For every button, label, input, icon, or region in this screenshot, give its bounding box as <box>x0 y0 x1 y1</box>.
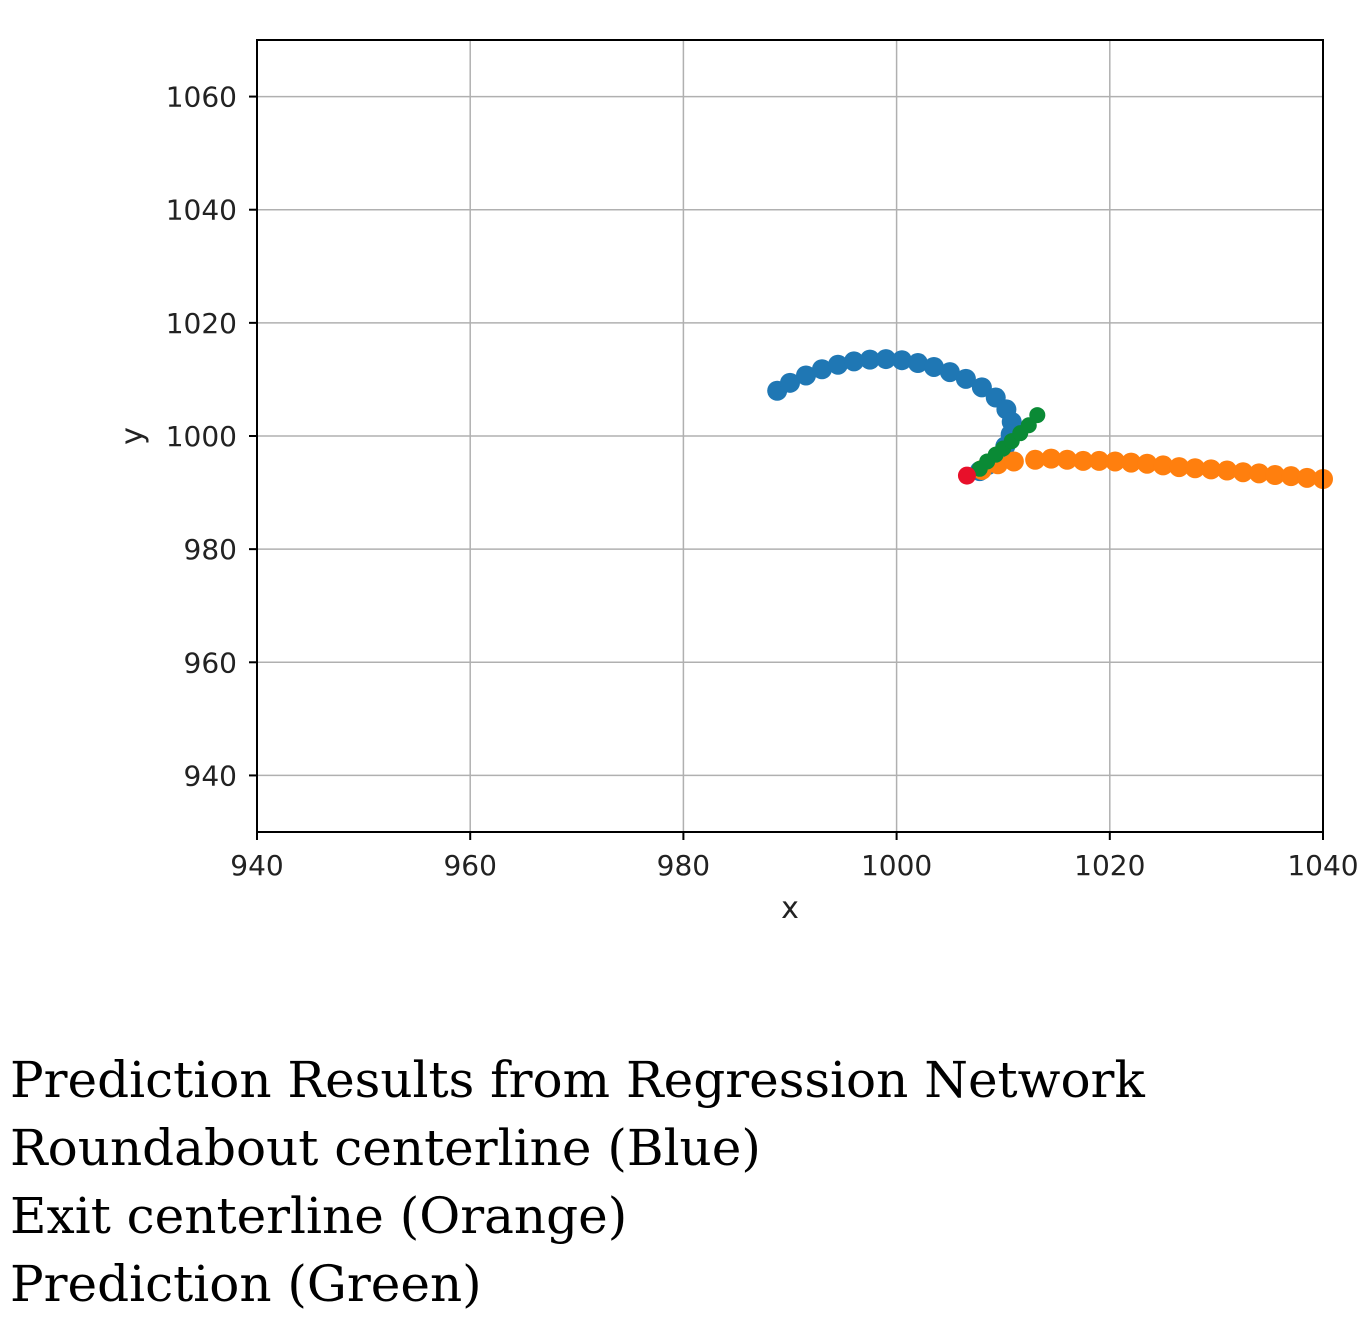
caption-roundabout-legend: Roundabout centerline (Blue) <box>10 1119 761 1177</box>
y-tick-label: 960 <box>184 646 237 679</box>
y-axis-label: y <box>115 427 150 445</box>
exit-point <box>1105 451 1126 472</box>
exit-point <box>1073 450 1094 471</box>
exit-point <box>1169 457 1190 478</box>
caption-prediction-legend: Prediction (Green) <box>10 1255 482 1313</box>
x-tick-label: 1000 <box>861 849 932 882</box>
exit-point <box>1185 458 1206 479</box>
exit-point <box>1233 462 1254 483</box>
caption-exit-legend: Exit centerline (Orange) <box>10 1187 628 1245</box>
roundabout-point <box>891 350 912 371</box>
axis-ticks: 940 960 980 1000 1020 1040 940 960 980 1000 1020 10… <box>166 81 1359 882</box>
caption-title: Prediction Results from Regression Netwo… <box>10 1051 1145 1109</box>
roundabout-point <box>923 356 944 377</box>
roundabout-point <box>971 377 992 398</box>
figure-caption: Prediction Results from Regression Netwo… <box>10 1046 1145 1318</box>
exit-point <box>1137 453 1158 474</box>
x-tick-label: 980 <box>657 849 710 882</box>
exit-point <box>1057 449 1078 470</box>
exit-point <box>1217 460 1238 481</box>
exit-point <box>1281 466 1302 487</box>
roundabout-point <box>843 351 864 372</box>
exit-point <box>1089 450 1110 471</box>
prediction-point <box>1029 407 1046 424</box>
x-tick-label: 1020 <box>1074 849 1145 882</box>
data-points <box>767 349 1333 489</box>
x-tick-label: 1040 <box>1287 849 1358 882</box>
y-tick-label: 1000 <box>166 420 237 453</box>
exit-point <box>1003 451 1024 472</box>
grid-lines <box>256 40 1324 832</box>
roundabout-point <box>811 359 832 380</box>
prediction-series <box>971 407 1046 477</box>
exit-point <box>1249 463 1270 484</box>
exit-point <box>1201 459 1222 480</box>
roundabout-point <box>939 362 960 383</box>
exit-point <box>1121 452 1142 473</box>
x-tick-label: 960 <box>443 849 496 882</box>
y-tick-label: 980 <box>184 533 237 566</box>
y-tick-label: 940 <box>184 759 237 792</box>
x-axis-label: x <box>781 891 799 926</box>
roundabout-point <box>827 354 848 375</box>
start-series <box>957 466 976 485</box>
roundabout-point <box>780 372 800 393</box>
roundabout-point <box>795 365 816 386</box>
x-tick-label: 940 <box>230 849 283 882</box>
start-point <box>957 466 976 485</box>
exit-point <box>1297 467 1318 488</box>
roundabout-point <box>875 349 896 370</box>
exit-point <box>1025 449 1046 470</box>
plot-frame <box>256 39 1324 833</box>
y-tick-label: 1040 <box>166 194 237 227</box>
exit-point <box>1265 465 1286 486</box>
exit-series <box>971 448 1333 489</box>
roundabout-point <box>955 368 976 389</box>
roundabout-point <box>859 349 880 370</box>
roundabout-point <box>907 353 928 374</box>
exit-point <box>1153 455 1174 476</box>
y-tick-label: 1060 <box>166 81 237 114</box>
exit-point <box>1041 448 1062 469</box>
scatter-chart: 940 960 980 1000 1020 1040 940 960 980 1000 1020 10… <box>115 39 1359 926</box>
y-tick-label: 1020 <box>166 307 237 340</box>
